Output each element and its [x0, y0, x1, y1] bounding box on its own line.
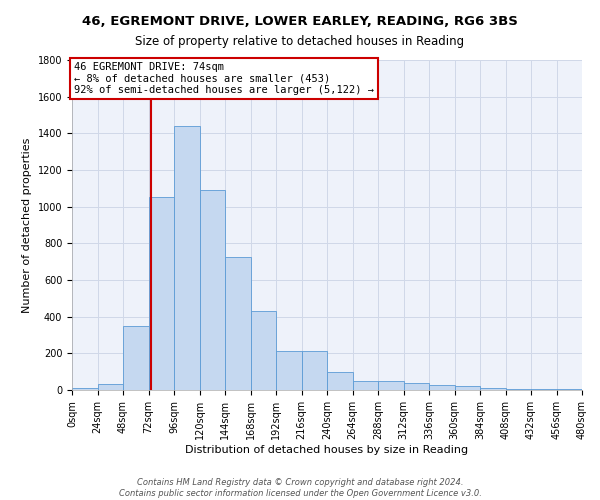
Bar [404, 382, 429, 390]
X-axis label: Distribution of detached houses by size in Reading: Distribution of detached houses by size … [185, 444, 469, 454]
Bar [480, 388, 505, 390]
Bar [429, 384, 455, 390]
Text: 46 EGREMONT DRIVE: 74sqm
← 8% of detached houses are smaller (453)
92% of semi-d: 46 EGREMONT DRIVE: 74sqm ← 8% of detache… [74, 62, 374, 95]
Bar [302, 350, 327, 390]
Bar [251, 311, 276, 390]
Bar [557, 389, 582, 390]
Bar [531, 389, 557, 390]
Text: Size of property relative to detached houses in Reading: Size of property relative to detached ho… [136, 35, 464, 48]
Bar [97, 384, 123, 390]
Bar [276, 350, 302, 390]
Bar [72, 388, 97, 390]
Bar [149, 196, 174, 390]
Bar [174, 126, 199, 390]
Text: 46, EGREMONT DRIVE, LOWER EARLEY, READING, RG6 3BS: 46, EGREMONT DRIVE, LOWER EARLEY, READIN… [82, 15, 518, 28]
Bar [378, 381, 404, 390]
Bar [225, 257, 251, 390]
Bar [455, 386, 480, 390]
Text: Contains HM Land Registry data © Crown copyright and database right 2024.
Contai: Contains HM Land Registry data © Crown c… [119, 478, 481, 498]
Bar [123, 326, 149, 390]
Bar [327, 372, 353, 390]
Y-axis label: Number of detached properties: Number of detached properties [22, 138, 32, 312]
Bar [505, 389, 531, 390]
Bar [353, 381, 378, 390]
Bar [199, 190, 225, 390]
